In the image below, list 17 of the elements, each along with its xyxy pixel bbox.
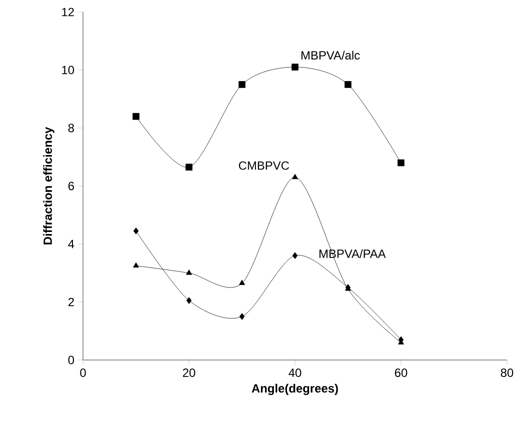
y-tick-label: 4 (68, 240, 74, 248)
series-label: CMBPVC (238, 161, 290, 170)
series-label: MBPVA/alc (302, 50, 360, 60)
y-tick-label: 8 (68, 124, 74, 132)
x-tick-label: 60 (394, 368, 408, 377)
x-tick-label: 20 (182, 368, 196, 377)
y-tick-label: 10 (62, 66, 74, 74)
y-tick-label: 6 (68, 182, 74, 190)
x-tick-label: 40 (288, 368, 302, 377)
y-tick-label: 0 (68, 356, 74, 364)
series-label: MBPVA/PAA (320, 249, 386, 258)
x-tick-label: 80 (500, 368, 514, 377)
y-tick-label: 2 (68, 298, 74, 306)
x-axis-title: Angle(degrees) (252, 384, 338, 396)
x-tick-label: 0 (80, 368, 86, 377)
y-axis-title: Diffraction efficiency (43, 126, 54, 244)
y-tick-label: 12 (62, 8, 74, 16)
